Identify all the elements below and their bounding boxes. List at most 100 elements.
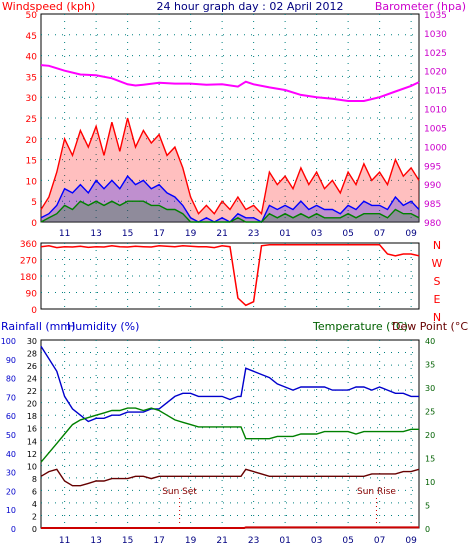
humidity-tick-label: 8 [32,475,37,484]
thermo-x-tick-label: 03 [311,536,322,546]
rainfall-tick-label: 90 [6,356,16,365]
rainfall-tick-label: 80 [6,375,16,384]
thermo-x-tick-label: 07 [374,536,385,546]
humidity-tick-label: 28 [27,350,37,359]
humidity-tick-label: 2 [32,512,37,521]
humidity-tick-label: 16 [27,425,37,434]
thermo-x-tick-label: 01 [279,536,290,546]
direction-tick-label: 270 [20,257,37,267]
wind-series-line [40,200,420,223]
humidity-tick-label: 24 [27,375,37,384]
temperature-tick-label: 30 [425,384,435,393]
wind-y-tick-label: 45 [26,32,37,42]
barometer-tick-label: 1000 [424,143,447,153]
wind-x-tick-label: 03 [311,229,322,239]
rainfall-tick-label: 70 [6,393,16,402]
wind-y-tick-label: 5 [31,198,37,208]
thermo-x-tick-label: 17 [153,536,164,546]
humidity-axis-title: Humidity (%) [67,320,139,333]
wind-x-tick-label: 17 [153,229,164,239]
humidity-tick-label: 10 [27,462,37,471]
barometer-tick-label: 990 [424,181,441,191]
direction-tick-label: 180 [20,273,37,283]
wind-y-tick-label: 35 [26,73,37,83]
temperature-tick-label: 25 [425,408,435,417]
rainfall-tick-label: 10 [6,506,16,515]
thermo-series-line [40,407,419,463]
wind-y-tick-label: 40 [26,53,38,63]
temperature-tick-label: 15 [425,455,435,464]
dewpoint-axis-title: Dew Point (°C) [392,320,468,333]
direction-tick-label: 0 [31,306,37,316]
temperature-tick-label: 10 [425,478,435,487]
humidity-tick-label: 14 [27,437,37,446]
compass-label: S [434,275,441,288]
thermo-x-tick-label: 13 [90,536,101,546]
wind-x-tick-label: 05 [342,229,353,239]
temperature-tick-label: 40 [425,337,435,346]
rainfall-tick-label: 20 [6,487,16,496]
wind-y-tick-label: 0 [31,219,37,229]
wind-y-tick-label: 10 [26,177,38,187]
rainfall-tick-label: 60 [6,412,16,421]
humidity-tick-label: 20 [27,400,37,409]
rainfall-axis-title: Rainfall (mm) [1,320,75,333]
wind-x-tick-label: 21 [216,229,227,239]
wind-y-tick-label: 20 [26,136,38,146]
thermo-x-tick-label: 05 [342,536,353,546]
windspeed-axis-title: Windspeed (kph) [2,0,95,13]
barometer-tick-label: 1005 [424,124,447,134]
humidity-tick-label: 0 [32,525,37,534]
rainfall-tick-label: 100 [1,337,16,346]
sun-marker-label: Sun Set [162,487,197,497]
wind-x-tick-label: 19 [185,229,197,239]
thermo-series-line [40,345,419,423]
thermo-plot-frame [40,339,420,529]
humidity-tick-label: 6 [32,487,37,496]
thermo-x-tick-label: 19 [185,536,197,546]
wind-x-tick-label: 11 [59,229,70,239]
temperature-tick-label: 35 [425,361,435,370]
temperature-tick-label: 0 [425,525,430,534]
barometer-tick-label: 980 [424,219,441,229]
barometer-line [40,64,420,102]
humidity-tick-label: 26 [27,362,37,371]
wind-x-tick-label: 15 [122,229,133,239]
barometer-axis-title: Barometer (hpa) [375,0,466,13]
barometer-tick-label: 1025 [424,49,447,59]
thermo-x-tick-label: 23 [248,536,259,546]
thermo-x-tick-label: 15 [122,536,133,546]
compass-label: N [433,239,441,252]
thermo-series-line [41,526,419,529]
temperature-axis-title: Temperature (°C) [312,320,408,333]
barometer-tick-label: 1010 [424,106,447,116]
temperature-tick-label: 5 [425,502,430,511]
compass-label: E [434,293,441,306]
temperature-tick-label: 20 [425,431,435,440]
thermo-x-tick-label: 09 [405,536,417,546]
rainfall-tick-label: 50 [6,431,16,440]
direction-tick-label: 90 [26,290,38,300]
wind-x-tick-label: 07 [374,229,385,239]
barometer-tick-label: 1020 [424,68,447,78]
barometer-tick-label: 995 [424,162,441,172]
humidity-tick-label: 30 [27,337,37,346]
wind-series-area [41,118,419,222]
chart-title: 24 hour graph day : 02 April 2012 [157,0,344,13]
humidity-tick-label: 18 [27,412,37,421]
compass-label: W [432,257,443,270]
barometer-tick-label: 1030 [424,30,447,40]
thermo-series-line [40,468,420,487]
sun-marker-label: Sun Rise [357,487,396,497]
barometer-tick-label: 1015 [424,87,447,97]
humidity-tick-label: 12 [27,450,37,459]
wind-x-tick-label: 13 [90,229,101,239]
wind-y-tick-label: 50 [26,11,38,21]
wind-series-line [40,117,420,216]
wind-x-tick-label: 01 [279,229,290,239]
barometer-tick-label: 985 [424,200,441,210]
compass-label: N [433,311,441,324]
direction-tick-label: 360 [20,240,37,250]
wind-y-tick-label: 15 [26,157,37,167]
